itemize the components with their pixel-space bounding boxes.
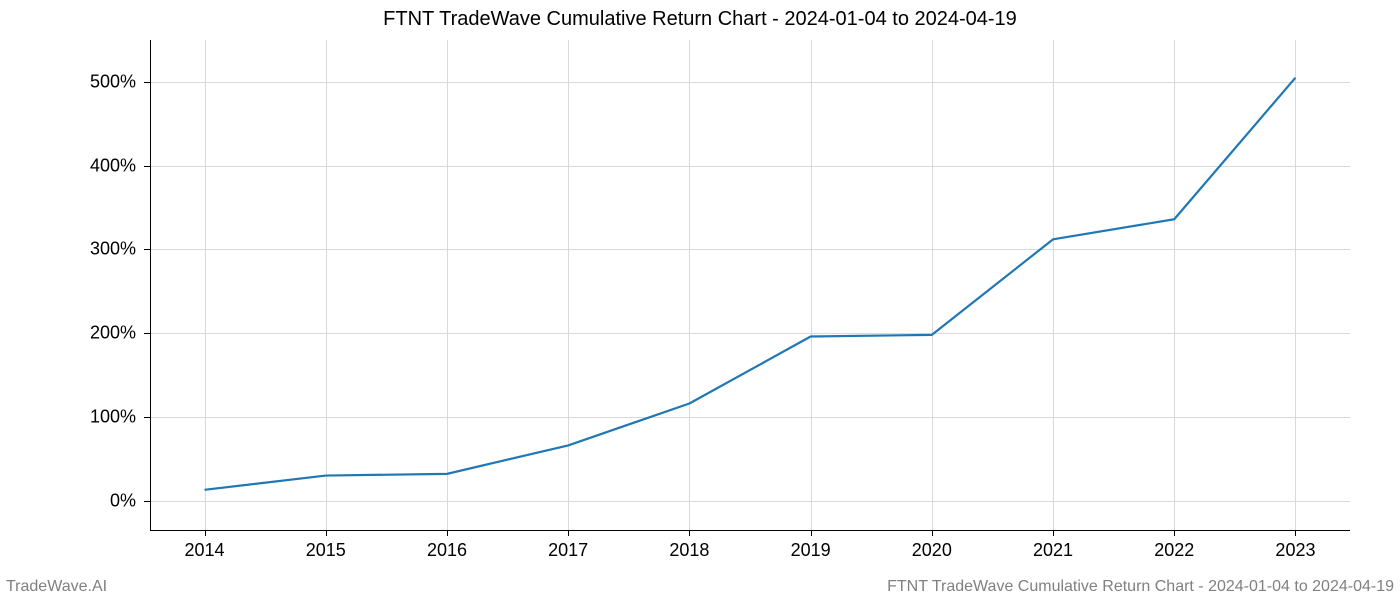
- y-tick-label: 500%: [90, 71, 136, 92]
- x-tick-label: 2014: [185, 540, 225, 561]
- x-tick-label: 2019: [791, 540, 831, 561]
- chart-title: FTNT TradeWave Cumulative Return Chart -…: [0, 8, 1400, 31]
- y-tick-label: 100%: [90, 406, 136, 427]
- x-tick-label: 2020: [912, 540, 952, 561]
- x-tick-label: 2023: [1275, 540, 1315, 561]
- y-tick-label: 400%: [90, 155, 136, 176]
- x-tick-label: 2021: [1033, 540, 1073, 561]
- y-tick-label: 0%: [110, 490, 136, 511]
- x-tick-label: 2015: [306, 540, 346, 561]
- y-tick-label: 300%: [90, 239, 136, 260]
- y-tick-label: 200%: [90, 323, 136, 344]
- x-tick-label: 2022: [1154, 540, 1194, 561]
- x-tick-label: 2018: [669, 540, 709, 561]
- footer-right-text: FTNT TradeWave Cumulative Return Chart -…: [887, 578, 1394, 596]
- series-line-cumulative-return: [205, 78, 1296, 490]
- spine-bottom: [150, 530, 1350, 531]
- chart-container: FTNT TradeWave Cumulative Return Chart -…: [0, 0, 1400, 600]
- x-tick-label: 2016: [427, 540, 467, 561]
- footer-left-text: TradeWave.AI: [6, 578, 107, 596]
- x-tick-label: 2017: [548, 540, 588, 561]
- plot-area: 2014201520162017201820192020202120222023…: [150, 40, 1350, 530]
- series-svg: [150, 40, 1350, 530]
